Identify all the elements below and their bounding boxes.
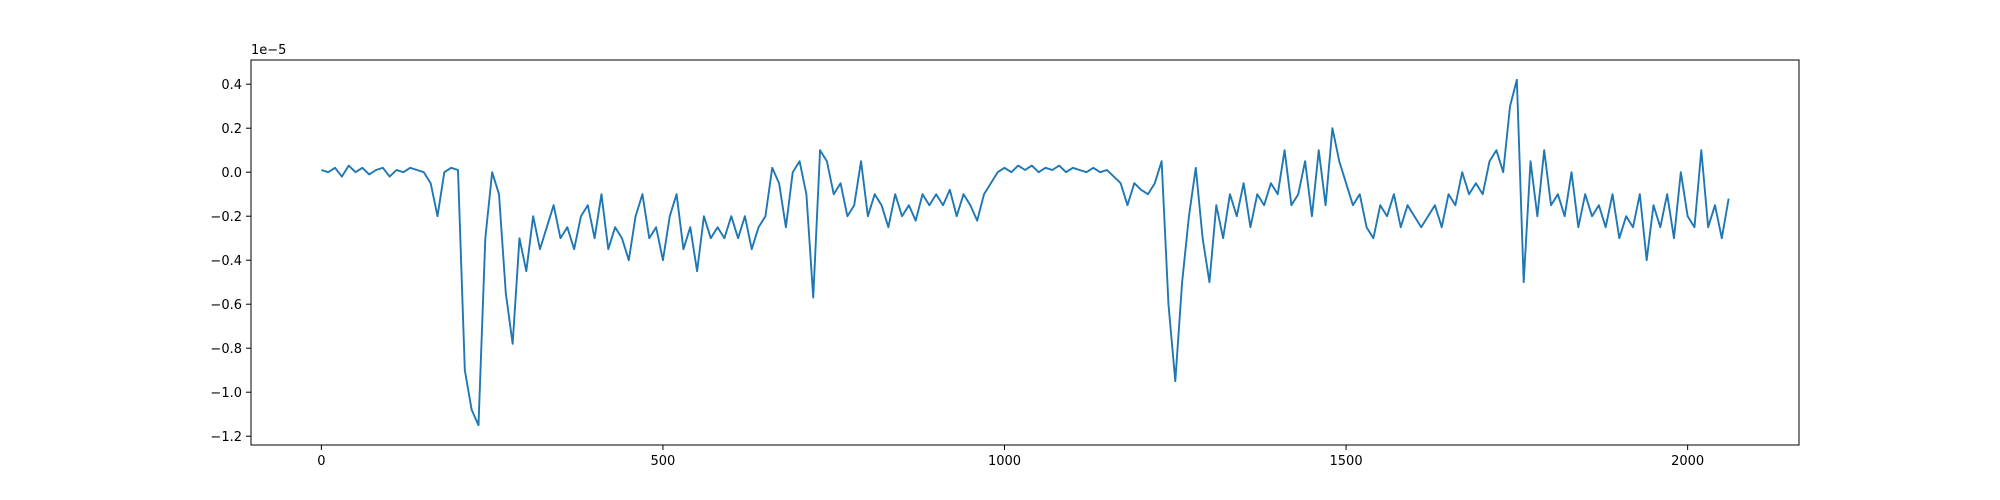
x-tick-label: 2000 bbox=[1671, 454, 1704, 469]
y-tick-label: −0.8 bbox=[210, 342, 242, 357]
y-tick-label: 0.4 bbox=[221, 78, 242, 93]
y-tick-label: −0.4 bbox=[210, 254, 242, 269]
y-tick-label: −1.2 bbox=[210, 430, 242, 445]
y-offset-label: 1e−5 bbox=[251, 43, 286, 58]
y-tick-label: 0.0 bbox=[221, 166, 242, 181]
x-tick-label: 0 bbox=[317, 454, 325, 469]
plot-frame bbox=[250, 59, 1800, 446]
x-tick-label: 1500 bbox=[1330, 454, 1363, 469]
x-tick-label: 1000 bbox=[988, 454, 1021, 469]
y-tick-label: −0.2 bbox=[210, 210, 242, 225]
y-tick-label: −1.0 bbox=[210, 386, 242, 401]
y-tick-label: −0.6 bbox=[210, 298, 242, 313]
data-line bbox=[321, 78, 1730, 427]
y-tick-label: 0.2 bbox=[221, 122, 242, 137]
x-tick-label: 500 bbox=[651, 454, 676, 469]
